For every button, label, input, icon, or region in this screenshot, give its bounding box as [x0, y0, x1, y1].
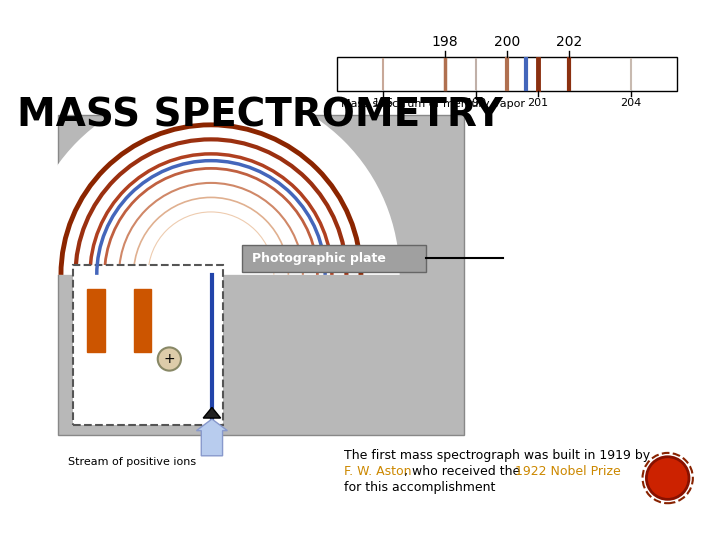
Text: 199: 199 — [465, 98, 487, 108]
Bar — [242, 245, 426, 272]
Bar — [133, 289, 151, 352]
Text: 196: 196 — [373, 98, 394, 108]
Text: 204: 204 — [621, 98, 642, 108]
Wedge shape — [22, 86, 400, 275]
Circle shape — [647, 457, 689, 500]
FancyArrow shape — [197, 419, 228, 456]
Text: 1922 Nobel Prize: 1922 Nobel Prize — [515, 465, 621, 478]
Text: 201: 201 — [528, 98, 549, 108]
Text: MASS SPECTROMETRY: MASS SPECTROMETRY — [17, 96, 503, 134]
Text: 198: 198 — [432, 36, 459, 49]
Bar — [337, 57, 678, 91]
Text: +: + — [163, 352, 175, 366]
Text: The first mass spectrograph was built in 1919 by: The first mass spectrograph was built in… — [343, 449, 649, 462]
Text: F. W. Aston: F. W. Aston — [343, 465, 411, 478]
Text: 200: 200 — [494, 36, 520, 49]
Text: Photographic plate: Photographic plate — [251, 252, 385, 265]
Text: Stream of positive ions: Stream of positive ions — [68, 457, 196, 467]
Circle shape — [158, 347, 181, 370]
Bar — [73, 265, 222, 425]
Text: , who received the: , who received the — [403, 465, 523, 478]
Text: 202: 202 — [556, 36, 582, 49]
Text: Mass spectrum of mercury vapor: Mass spectrum of mercury vapor — [341, 99, 525, 109]
Bar — [87, 289, 104, 352]
Polygon shape — [203, 407, 220, 418]
Bar — [58, 115, 464, 435]
Text: for this accomplishment: for this accomplishment — [343, 481, 495, 494]
